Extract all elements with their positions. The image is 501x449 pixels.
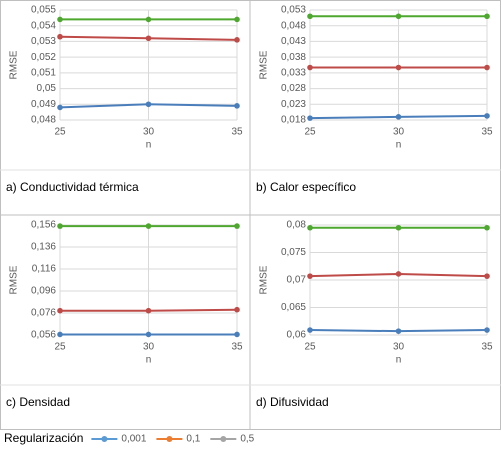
point bbox=[395, 114, 402, 120]
y-tick-label: 0,051 bbox=[31, 67, 56, 78]
legend-label: 0,1 bbox=[186, 434, 200, 445]
y-tick-label: 0,075 bbox=[281, 247, 306, 258]
caption: b) Calor específico bbox=[256, 180, 356, 194]
y-tick-label: 0,08 bbox=[287, 220, 307, 231]
point bbox=[484, 64, 490, 71]
y-tick-label: 0,096 bbox=[31, 286, 56, 297]
y-tick-label: 0,136 bbox=[31, 242, 56, 253]
caption: d) Difusividad bbox=[256, 395, 329, 409]
point bbox=[234, 331, 240, 338]
point bbox=[307, 224, 313, 231]
x-axis-label: n bbox=[396, 355, 402, 366]
y-tick-label: 0,033 bbox=[281, 67, 306, 78]
point bbox=[307, 273, 313, 279]
point bbox=[57, 33, 63, 40]
x-tick-label: 25 bbox=[54, 127, 66, 138]
y-tick-label: 0,156 bbox=[31, 220, 56, 231]
point bbox=[145, 101, 152, 108]
point bbox=[145, 331, 152, 338]
y-tick-label: 0,056 bbox=[31, 330, 56, 341]
x-axis-label: n bbox=[396, 140, 402, 151]
point bbox=[145, 307, 152, 314]
point bbox=[307, 327, 313, 333]
y-tick-label: 0,06 bbox=[287, 330, 307, 341]
y-tick-label: 0,028 bbox=[281, 83, 306, 94]
legend-label: 0,5 bbox=[240, 434, 254, 445]
point bbox=[484, 327, 490, 333]
x-tick-label: 25 bbox=[54, 342, 66, 353]
point bbox=[484, 113, 490, 119]
point bbox=[234, 16, 240, 23]
point bbox=[57, 16, 63, 23]
x-tick-label: 25 bbox=[304, 127, 316, 138]
y-tick-label: 0,049 bbox=[31, 99, 56, 110]
point bbox=[145, 35, 152, 42]
point bbox=[57, 331, 63, 338]
point bbox=[395, 328, 402, 334]
point bbox=[395, 64, 402, 71]
y-tick-label: 0,048 bbox=[281, 20, 306, 31]
y-tick-label: 0,043 bbox=[281, 36, 306, 47]
y-tick-label: 0,116 bbox=[32, 264, 57, 275]
point bbox=[145, 223, 152, 229]
y-axis-label: RMSE bbox=[259, 50, 270, 79]
legend-marker bbox=[166, 436, 173, 442]
legend-label: 0,001 bbox=[121, 434, 146, 445]
y-tick-label: 0,023 bbox=[281, 99, 306, 110]
point bbox=[307, 115, 313, 121]
y-tick-label: 0,07 bbox=[287, 275, 307, 286]
x-axis-label: n bbox=[146, 140, 152, 151]
x-tick-label: 30 bbox=[393, 342, 405, 353]
y-tick-label: 0,018 bbox=[281, 115, 306, 126]
point bbox=[145, 16, 152, 23]
x-tick-label: 30 bbox=[143, 342, 155, 353]
y-tick-label: 0,055 bbox=[31, 5, 56, 16]
point bbox=[307, 64, 313, 71]
point bbox=[57, 104, 63, 111]
point bbox=[395, 271, 402, 277]
caption: a) Conductividad térmica bbox=[6, 180, 139, 194]
point bbox=[395, 224, 402, 231]
point bbox=[234, 306, 240, 313]
y-tick-label: 0,05 bbox=[37, 83, 57, 94]
legend-title: Regularización bbox=[4, 431, 83, 445]
y-tick-label: 0,048 bbox=[31, 115, 56, 126]
point bbox=[234, 103, 240, 109]
y-tick-label: 0,053 bbox=[281, 5, 306, 16]
x-tick-label: 35 bbox=[481, 342, 493, 353]
legend-marker bbox=[101, 436, 108, 442]
point bbox=[234, 37, 240, 43]
y-tick-label: 0,076 bbox=[31, 308, 56, 319]
y-tick-label: 0,065 bbox=[281, 302, 306, 313]
x-tick-label: 35 bbox=[231, 127, 243, 138]
y-tick-label: 0,052 bbox=[31, 52, 56, 63]
point bbox=[484, 13, 490, 20]
point bbox=[395, 13, 402, 20]
x-tick-label: 30 bbox=[143, 127, 155, 138]
x-tick-label: 30 bbox=[393, 127, 405, 138]
y-axis-label: RMSE bbox=[9, 50, 20, 79]
y-tick-label: 0,054 bbox=[31, 20, 56, 31]
point bbox=[307, 13, 313, 20]
caption: c) Densidad bbox=[6, 395, 70, 409]
point bbox=[234, 223, 240, 229]
y-axis-label: RMSE bbox=[259, 265, 270, 294]
point bbox=[57, 223, 63, 229]
x-axis-label: n bbox=[146, 355, 152, 366]
x-tick-label: 35 bbox=[481, 127, 493, 138]
x-tick-label: 35 bbox=[231, 342, 243, 353]
y-axis-label: RMSE bbox=[9, 265, 20, 294]
point bbox=[484, 273, 490, 279]
point bbox=[57, 307, 63, 314]
legend-marker bbox=[220, 436, 227, 442]
x-tick-label: 25 bbox=[304, 342, 316, 353]
point bbox=[484, 224, 490, 231]
y-tick-label: 0,053 bbox=[31, 36, 56, 47]
y-tick-label: 0,038 bbox=[281, 52, 306, 63]
